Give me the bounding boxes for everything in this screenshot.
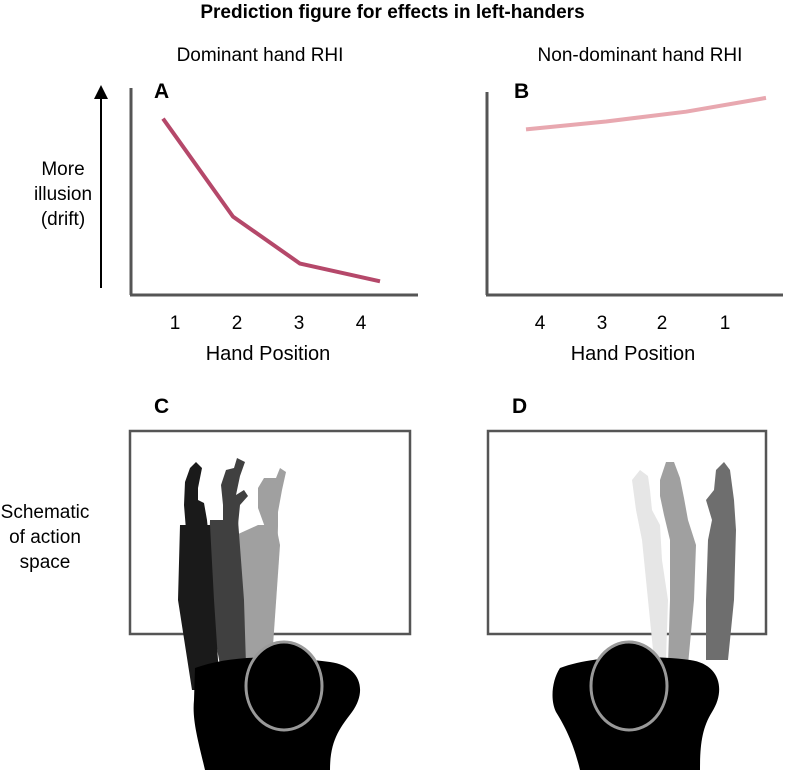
x-axis-label-b: Hand Position (570, 343, 696, 365)
arm-d-1 (632, 470, 668, 660)
panel-letter-d: D (512, 395, 528, 418)
tick-label-a-1: 1 (169, 313, 181, 334)
y-axis-label-line-1: More (41, 159, 85, 180)
action-space-frame-d (486, 429, 768, 636)
schematic-label: Schematic of action space (0, 500, 90, 575)
schematic-c (128, 429, 412, 770)
panel-letter-b: B (514, 80, 530, 103)
arm-d-2 (660, 462, 696, 665)
y-axis-label-line-3: (drift) (40, 209, 86, 230)
tick-label-a-3: 3 (293, 313, 305, 334)
series-line-nondominant (525, 95, 767, 132)
series-line-dominant (161, 117, 381, 284)
x-axis-label-a: Hand Position (205, 343, 331, 365)
schematic-label-line-3: space (19, 552, 71, 573)
arm-c-2 (208, 458, 248, 665)
head-d (589, 640, 669, 732)
tick-label-b-3: 3 (596, 313, 608, 334)
schematic-d (486, 429, 768, 770)
panel-a-title: Dominant hand RHI (176, 45, 344, 66)
arm-c-1 (178, 462, 220, 690)
head-c (244, 640, 324, 732)
panel-letter-c: C (154, 395, 170, 418)
schematic-label-line-1: Schematic (0, 502, 90, 523)
schematic-label-line-2: of action (9, 527, 81, 548)
tick-label-b-2: 2 (656, 313, 668, 334)
tick-label-a-2: 2 (231, 313, 243, 334)
y-axis-label: More illusion (drift) (18, 157, 108, 232)
axes-a (129, 88, 418, 297)
tick-label-a-4: 4 (355, 313, 367, 334)
figure-title: Prediction figure for effects in left-ha… (200, 2, 585, 23)
axes-b (485, 92, 783, 297)
tick-label-b-1: 1 (719, 313, 731, 334)
arm-d-3 (706, 462, 736, 660)
panel-b-title: Non-dominant hand RHI (537, 45, 743, 66)
y-axis-label-line-2: illusion (33, 184, 93, 205)
panel-letter-a: A (154, 80, 170, 103)
tick-label-b-4: 4 (534, 313, 546, 334)
